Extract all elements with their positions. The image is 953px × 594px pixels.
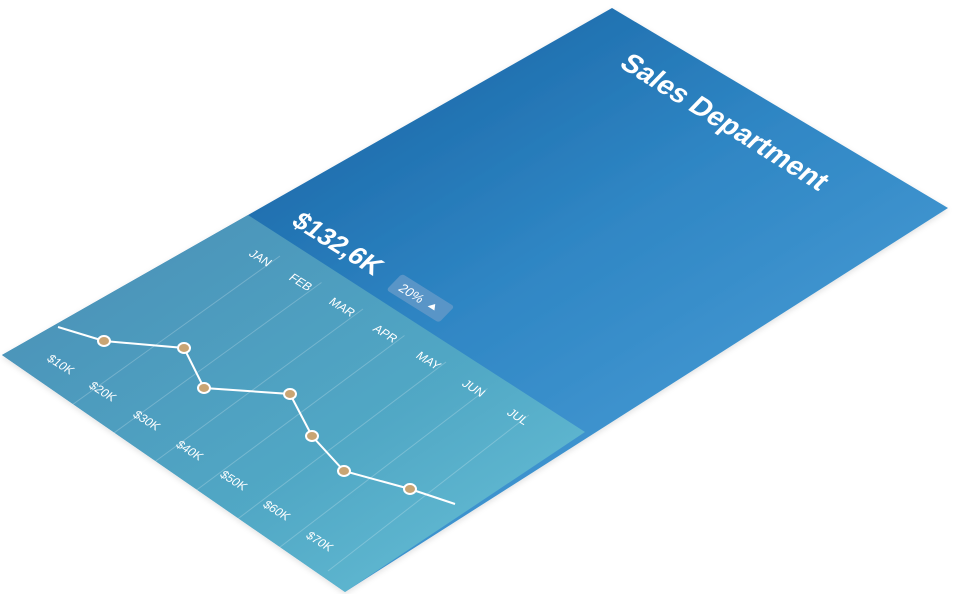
- data-point[interactable]: [283, 388, 297, 400]
- grid-line: [230, 361, 447, 525]
- grid-line: [36, 255, 281, 431]
- data-point[interactable]: [97, 335, 111, 347]
- data-point[interactable]: [197, 382, 211, 394]
- grid-line: [279, 388, 488, 548]
- triangle-up-icon: [427, 303, 436, 311]
- sales-series: [57, 326, 456, 505]
- data-point[interactable]: [403, 483, 417, 495]
- grid-line: [133, 308, 364, 478]
- grid-line: [327, 414, 530, 572]
- data-point[interactable]: [305, 430, 319, 442]
- data-point[interactable]: [177, 342, 191, 354]
- data-point[interactable]: [337, 465, 351, 477]
- chart-grid: [36, 255, 530, 572]
- grid-line: [85, 282, 322, 454]
- grid-line: [182, 335, 405, 501]
